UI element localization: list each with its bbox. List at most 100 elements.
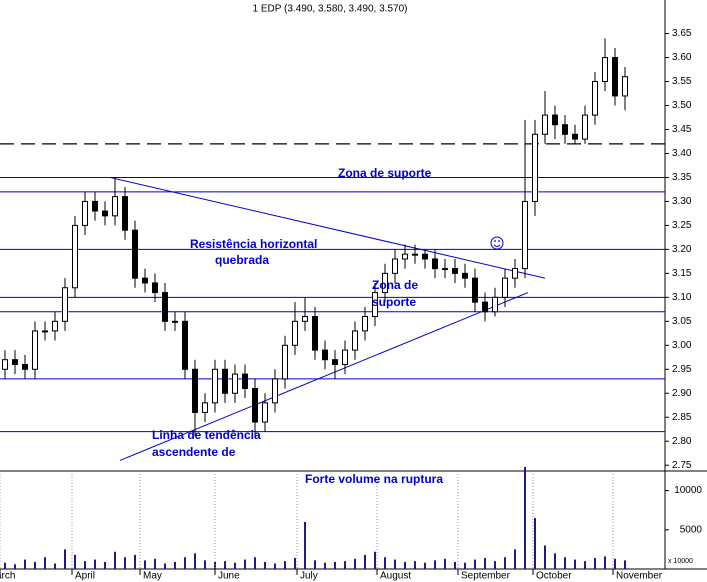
volume-bar bbox=[464, 562, 466, 569]
candle-body bbox=[522, 200, 528, 270]
volume-bar bbox=[164, 563, 166, 569]
volume-bar bbox=[594, 558, 596, 569]
volume-bar bbox=[474, 559, 476, 569]
y-tick-label: 3.60 bbox=[672, 52, 692, 63]
candle-body bbox=[542, 114, 548, 135]
trend-line bbox=[119, 292, 529, 461]
x-tick-label: August bbox=[380, 571, 411, 582]
volume-bar bbox=[624, 560, 626, 569]
candle-body bbox=[242, 373, 248, 389]
candle-body bbox=[162, 292, 168, 322]
y-tick-label: 3.05 bbox=[672, 316, 692, 327]
y-tick-label: 2.95 bbox=[672, 364, 692, 375]
volume-bar bbox=[434, 560, 436, 569]
y-tick-label: 3.40 bbox=[672, 148, 692, 159]
volume-bar bbox=[524, 467, 526, 569]
y-tick-label: 2.90 bbox=[672, 388, 692, 399]
x-tick-label: April bbox=[75, 571, 95, 582]
volume-bar bbox=[504, 557, 506, 569]
volume-bar bbox=[384, 557, 386, 569]
candle-body bbox=[222, 368, 228, 394]
volume-bar bbox=[34, 561, 36, 569]
annotation: ascendente de bbox=[152, 445, 236, 459]
volume-bar bbox=[254, 557, 256, 569]
candle-body bbox=[382, 272, 388, 294]
volume-bar bbox=[234, 562, 236, 569]
candle-body bbox=[22, 363, 28, 370]
x-tick-label: May bbox=[143, 571, 162, 582]
y-tick-label: 3.35 bbox=[672, 172, 692, 183]
candle-body bbox=[52, 320, 58, 332]
volume-bar bbox=[174, 561, 176, 569]
candle-body bbox=[202, 402, 208, 413]
candle-body bbox=[92, 200, 98, 212]
annotation: suporte bbox=[372, 295, 416, 309]
volume-bar bbox=[444, 558, 446, 569]
volume-tick-label: 10000 bbox=[674, 485, 702, 496]
y-tick-label: 3.45 bbox=[672, 124, 692, 135]
volume-bar bbox=[204, 560, 206, 569]
candle-body bbox=[482, 301, 488, 313]
volume-bar bbox=[114, 551, 116, 569]
x-tick-label: June bbox=[218, 571, 240, 582]
volume-bar bbox=[24, 559, 26, 569]
candle-body bbox=[442, 268, 448, 271]
volume-bar bbox=[74, 554, 76, 569]
y-tick-label: 3.20 bbox=[672, 244, 692, 255]
candle-body bbox=[592, 81, 598, 116]
candle-body bbox=[72, 224, 78, 289]
annotation: quebrada bbox=[215, 253, 269, 267]
volume-bar bbox=[324, 562, 326, 569]
candle-body bbox=[312, 316, 318, 351]
candle-body bbox=[532, 133, 538, 202]
candle-body bbox=[562, 124, 568, 135]
y-tick-label: 3.55 bbox=[672, 76, 692, 87]
candle-body bbox=[12, 359, 18, 365]
volume-bar bbox=[574, 559, 576, 569]
volume-bar bbox=[124, 557, 126, 569]
y-tick-label: 3.50 bbox=[672, 100, 692, 111]
volume-bar bbox=[344, 561, 346, 569]
chart-title: 1 EDP (3.490, 3.580, 3.490, 3.570) bbox=[253, 4, 408, 15]
volume-bar bbox=[484, 558, 486, 569]
candle-body bbox=[572, 133, 578, 140]
candle-body bbox=[342, 349, 348, 365]
candle-body bbox=[582, 114, 588, 140]
candle-body bbox=[472, 277, 478, 303]
volume-bar bbox=[4, 562, 6, 569]
candle-body bbox=[282, 344, 288, 380]
candle-body bbox=[252, 387, 258, 423]
volume-bar bbox=[614, 558, 616, 569]
volume-bar bbox=[94, 559, 96, 569]
candle-body bbox=[612, 57, 618, 97]
trend-line bbox=[109, 176, 546, 279]
candle-body bbox=[2, 359, 8, 370]
candle-body bbox=[132, 229, 138, 279]
candle-body bbox=[432, 258, 438, 270]
volume-bar bbox=[334, 561, 336, 569]
candle-body bbox=[272, 378, 278, 404]
y-tick-label: 3.10 bbox=[672, 292, 692, 303]
plot-area bbox=[0, 38, 665, 569]
candle-body bbox=[152, 282, 158, 294]
volume-bar bbox=[364, 554, 366, 569]
candle-body bbox=[512, 268, 518, 279]
volume-tick-label: 5000 bbox=[680, 524, 703, 535]
volume-bar bbox=[494, 561, 496, 569]
candle-body bbox=[32, 330, 38, 370]
volume-bar bbox=[564, 557, 566, 569]
candle-body bbox=[362, 316, 368, 332]
candle-body bbox=[182, 320, 188, 370]
volume-bar bbox=[44, 557, 46, 569]
candle-body bbox=[292, 320, 298, 346]
annotation: Forte volume na ruptura bbox=[305, 472, 443, 486]
y-tick-label: 2.75 bbox=[672, 460, 692, 471]
candle-body bbox=[232, 373, 238, 394]
candle-body bbox=[372, 292, 378, 318]
volume-bar bbox=[394, 559, 396, 569]
volume-bar bbox=[374, 551, 376, 569]
y-tick-label: 3.30 bbox=[672, 196, 692, 207]
candle-body bbox=[422, 253, 428, 260]
candle-body bbox=[622, 76, 628, 97]
volume-bar bbox=[154, 558, 156, 569]
